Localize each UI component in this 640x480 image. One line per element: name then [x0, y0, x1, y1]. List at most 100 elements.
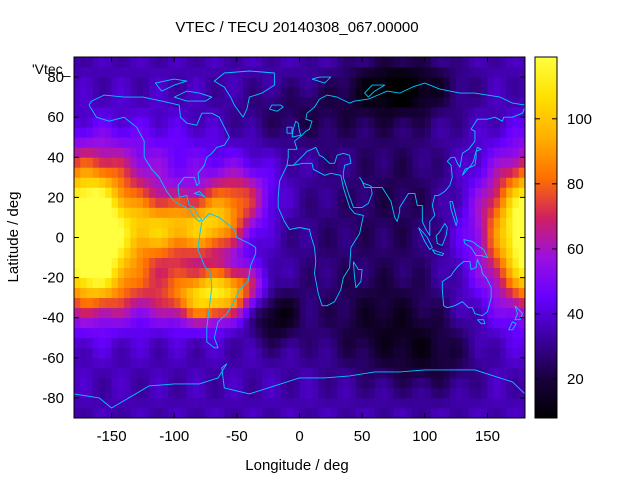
heatmap-cell: [186, 337, 194, 349]
heatmap-cell: [205, 317, 213, 329]
heatmap-cell: [186, 147, 194, 158]
heatmap-cell: [280, 157, 288, 168]
heatmap-cell: [99, 307, 106, 319]
heatmap-cell: [355, 237, 363, 248]
heatmap-cell: [305, 187, 313, 198]
heatmap-cell: [405, 287, 413, 299]
heatmap-cell: [368, 257, 376, 268]
heatmap-cell: [105, 317, 112, 329]
heatmap-cell: [218, 97, 225, 108]
heatmap-cell: [443, 57, 451, 68]
heatmap-cell: [92, 307, 100, 319]
heatmap-cell: [343, 337, 351, 349]
heatmap-cell: [193, 367, 200, 379]
heatmap-cell: [174, 197, 181, 208]
heatmap-cell: [468, 117, 476, 128]
heatmap-cell: [362, 187, 369, 198]
heatmap-cell: [418, 277, 426, 289]
heatmap-cell: [424, 207, 432, 218]
heatmap-cell: [481, 57, 488, 68]
heatmap-cell: [236, 217, 244, 228]
heatmap-cell: [355, 87, 363, 98]
heatmap-cell: [374, 367, 382, 379]
heatmap-cell: [74, 297, 81, 309]
heatmap-cell: [105, 397, 112, 409]
heatmap-cell: [261, 117, 269, 128]
heatmap-cell: [487, 97, 495, 108]
heatmap-cell: [387, 117, 394, 128]
heatmap-cell: [274, 127, 282, 138]
heatmap-cell: [493, 147, 501, 158]
heatmap-cell: [337, 217, 344, 228]
heatmap-cell: [117, 137, 125, 148]
heatmap-cell: [443, 397, 451, 409]
heatmap-cell: [305, 127, 313, 138]
heatmap-cell: [424, 187, 432, 198]
heatmap-cell: [487, 267, 495, 279]
heatmap-cell: [174, 147, 181, 158]
heatmap-cell: [374, 347, 382, 359]
heatmap-cell: [330, 397, 338, 409]
heatmap-cell: [161, 367, 169, 379]
heatmap-cell: [142, 187, 150, 198]
heatmap-cell: [105, 297, 112, 309]
heatmap-cell: [343, 77, 351, 88]
heatmap-cell: [211, 267, 219, 279]
heatmap-cell: [518, 247, 526, 258]
heatmap-cell: [343, 67, 351, 78]
heatmap-cell: [74, 227, 81, 238]
heatmap-cell: [124, 277, 131, 289]
heatmap-cell: [130, 347, 138, 359]
heatmap-cell: [280, 207, 288, 218]
heatmap-cell: [268, 357, 275, 369]
heatmap-cell: [405, 117, 413, 128]
heatmap-cell: [368, 347, 376, 359]
heatmap-cell: [149, 107, 156, 118]
heatmap-cells: [74, 57, 526, 419]
heatmap-cell: [449, 147, 457, 158]
heatmap-cell: [249, 337, 257, 349]
heatmap-cell: [268, 167, 275, 178]
heatmap-cell: [180, 137, 188, 148]
heatmap-cell: [305, 367, 313, 379]
heatmap-cell: [255, 127, 263, 138]
heatmap-cell: [105, 107, 112, 118]
heatmap-cell: [124, 327, 131, 339]
heatmap-cell: [343, 277, 351, 289]
heatmap-cell: [349, 287, 357, 299]
heatmap-cell: [399, 327, 407, 339]
heatmap-cell: [412, 387, 419, 399]
heatmap-cell: [74, 217, 81, 228]
heatmap-cell: [124, 57, 131, 68]
heatmap-cell: [74, 117, 81, 128]
heatmap-cell: [362, 67, 369, 78]
heatmap-cell: [286, 367, 294, 379]
heatmap-cell: [74, 67, 81, 78]
heatmap-cell: [286, 107, 294, 118]
heatmap-cell: [149, 297, 156, 309]
heatmap-cell: [286, 317, 294, 329]
heatmap-cell: [117, 97, 125, 108]
heatmap-cell: [374, 387, 382, 399]
heatmap-cell: [155, 97, 163, 108]
heatmap-cell: [462, 297, 470, 309]
heatmap-cell: [130, 297, 138, 309]
heatmap-cell: [92, 387, 100, 399]
heatmap-cell: [255, 317, 263, 329]
heatmap-cell: [224, 377, 231, 389]
heatmap-cell: [374, 267, 382, 279]
heatmap-cell: [174, 207, 181, 218]
coastline-overlay: [73, 70, 526, 409]
heatmap-cell: [499, 237, 507, 248]
heatmap-cell: [293, 97, 300, 108]
heatmap-cell: [236, 137, 244, 148]
heatmap-cell: [236, 387, 244, 399]
heatmap-cell: [456, 197, 463, 208]
heatmap-cell: [124, 267, 131, 279]
heatmap-cell: [74, 147, 81, 158]
heatmap-cell: [111, 67, 119, 78]
heatmap-cell: [99, 317, 106, 329]
heatmap-cell: [92, 347, 100, 359]
heatmap-cell: [155, 267, 163, 279]
heatmap-cell: [437, 127, 444, 138]
